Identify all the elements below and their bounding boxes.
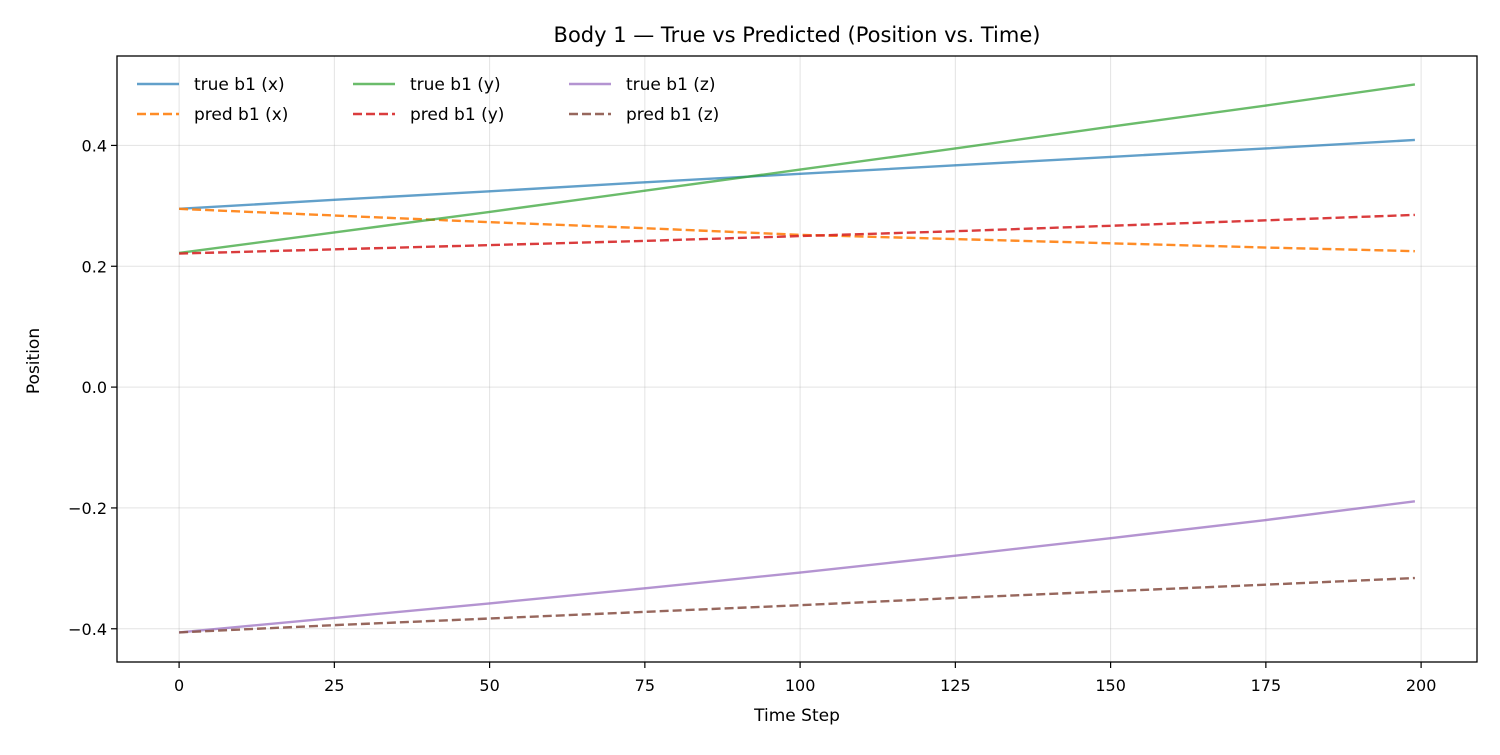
y-axis: −0.4 −0.2 0.0 0.2 0.4 — [68, 136, 117, 639]
x-tick-label: 75 — [635, 676, 655, 695]
x-tick-label: 25 — [324, 676, 344, 695]
series-line-pred-b1-y — [179, 213, 1415, 255]
x-axis-title: Time Step — [753, 706, 840, 726]
x-tick-label: 200 — [1406, 676, 1437, 695]
plot-frame — [116, 55, 1478, 663]
legend: true b1 (x) pred b1 (x) true b1 (y) pred b1… — [137, 75, 719, 125]
chart-title: Body 1 — True vs Predicted (Position vs.… — [554, 23, 1041, 47]
series-line-pred-b1-x — [179, 207, 1415, 253]
series-layer — [178, 83, 1416, 634]
legend-label: pred b1 (x) — [194, 105, 288, 125]
y-axis-title: Position — [24, 328, 44, 394]
y-tick-label: −0.2 — [68, 499, 107, 518]
y-tick-label: 0.0 — [82, 378, 107, 397]
x-tick-label: 150 — [1095, 676, 1126, 695]
x-tick-label: 0 — [174, 676, 184, 695]
legend-label: pred b1 (z) — [626, 105, 719, 125]
x-tick-label: 50 — [479, 676, 499, 695]
legend-label: pred b1 (y) — [410, 105, 504, 125]
series-line-pred-b1-z — [179, 576, 1415, 634]
legend-label: true b1 (y) — [410, 75, 501, 95]
series-line-true-b1-x — [179, 138, 1415, 211]
x-tick-label: 175 — [1251, 676, 1282, 695]
y-tick-label: 0.4 — [82, 136, 107, 155]
series-line-true-b1-z — [178, 500, 1416, 634]
x-axis: 0 25 50 75 100 125 150 175 200 — [174, 662, 1436, 695]
y-tick-label: 0.2 — [82, 257, 107, 276]
y-tick-label: −0.4 — [68, 620, 107, 639]
legend-label: true b1 (x) — [194, 75, 285, 95]
grid — [117, 56, 1477, 662]
x-tick-label: 100 — [785, 676, 816, 695]
legend-label: true b1 (z) — [626, 75, 716, 95]
x-tick-label: 125 — [940, 676, 971, 695]
series-line-true-b1-y — [178, 83, 1416, 255]
